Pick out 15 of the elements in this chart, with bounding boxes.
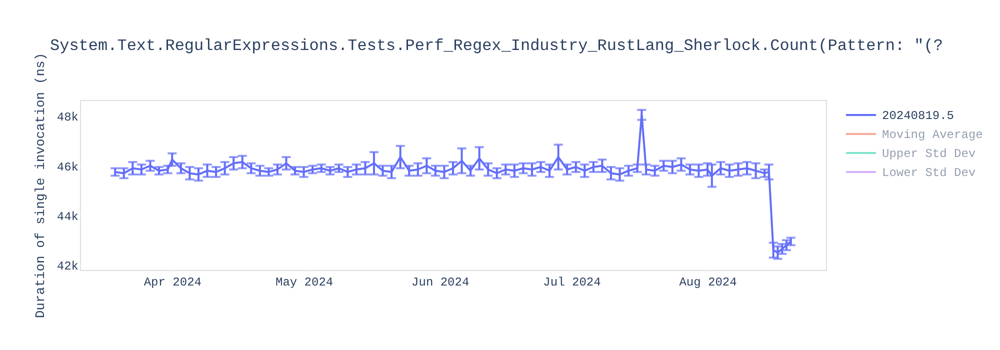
legend-label: Moving Average: [882, 128, 983, 142]
chart-title: System.Text.RegularExpressions.Tests.Perf_Regex_Industry_RustLang_Sherlock.Count(Pattern: "(?: [50, 37, 943, 55]
y-tick-label: 48k: [56, 110, 78, 125]
y-tick-label: 42k: [56, 260, 78, 274]
legend-label: Lower Std Dev: [882, 166, 976, 180]
legend-label: 20240819.5: [882, 109, 954, 123]
x-tick-label: Jun 2024: [412, 276, 470, 290]
y-axis-title: Duration of single invocation (ns): [32, 52, 48, 318]
x-tick-label: Apr 2024: [144, 276, 202, 290]
x-tick-label: May 2024: [275, 276, 334, 290]
x-tick-label: Aug 2024: [679, 276, 737, 290]
legend-label: Upper Std Dev: [882, 147, 976, 161]
y-tick-label: 46k: [56, 160, 78, 174]
x-tick-label: Jul 2024: [543, 276, 601, 290]
y-tick-label: 44k: [56, 210, 78, 224]
